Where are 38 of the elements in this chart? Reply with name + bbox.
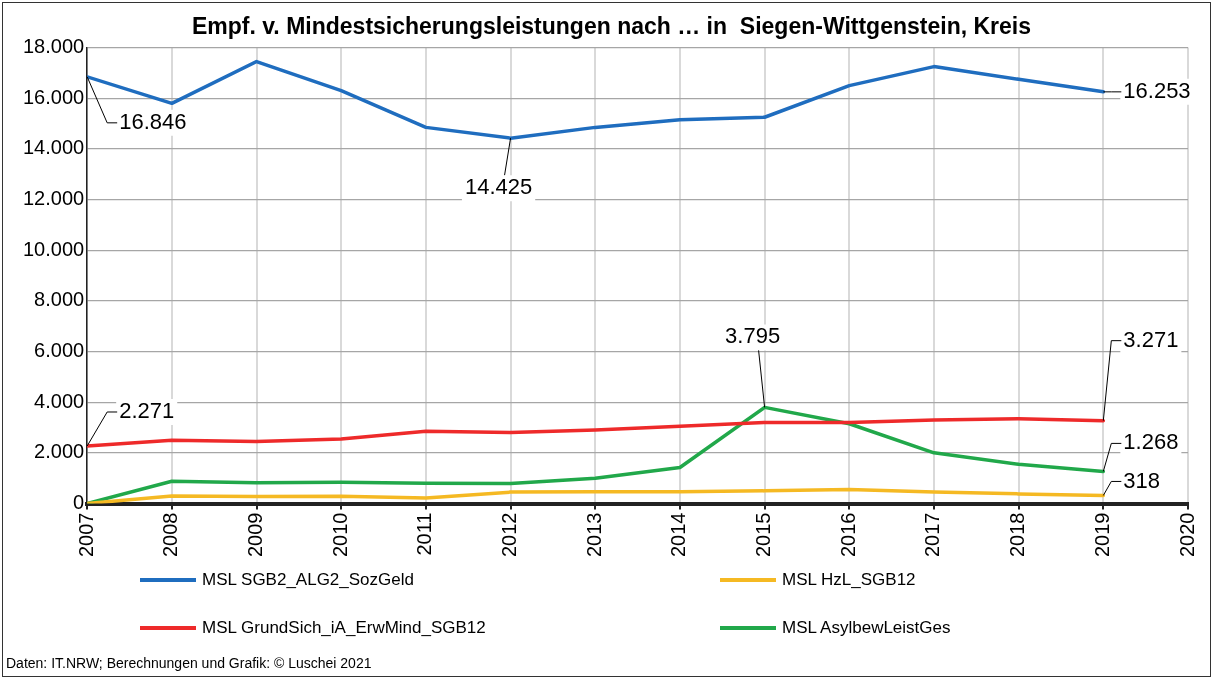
x-tick-label: 2013 bbox=[582, 512, 605, 558]
x-tick-label: 2016 bbox=[836, 512, 859, 558]
y-tick-label: 2.000 bbox=[34, 440, 85, 463]
y-tick-label: 16.000 bbox=[23, 85, 85, 108]
data-label: 3.271 bbox=[1123, 326, 1179, 352]
legend-label: MSL GrundSich_iA_ErwMind_SGB12 bbox=[202, 618, 486, 638]
x-tick-label: 2015 bbox=[752, 512, 775, 558]
x-tick-label: 2012 bbox=[498, 512, 521, 558]
x-tick-label: 2020 bbox=[1175, 512, 1198, 558]
legend-label: MSL SGB2_ALG2_SozGeld bbox=[202, 570, 414, 590]
y-tick-label: 18.000 bbox=[23, 35, 85, 58]
text: Daten: IT.NRW; Berechnungen und Grafik: © Luschei 2021 bbox=[6, 655, 372, 671]
data-label: 318 bbox=[1123, 467, 1161, 493]
x-tick-label: 2011 bbox=[413, 512, 436, 556]
y-tick-label: 14.000 bbox=[23, 136, 85, 159]
data-label: 3.795 bbox=[725, 323, 781, 349]
y-tick-label: 0 bbox=[73, 491, 85, 514]
y-tick-label: 4.000 bbox=[34, 389, 85, 412]
x-tick-label: 2008 bbox=[159, 512, 182, 558]
data-label: 2.271 bbox=[119, 398, 175, 424]
y-tick-label: 6.000 bbox=[34, 339, 85, 362]
x-tick-label: 2019 bbox=[1090, 512, 1113, 558]
y-tick-label: 10.000 bbox=[23, 237, 85, 260]
x-tick-label: 2014 bbox=[667, 512, 690, 558]
legend-label: MSL HzL_SGB12 bbox=[782, 570, 916, 590]
legend-label: MSL AsylbewLeistGes bbox=[782, 618, 951, 638]
data-label: 1.268 bbox=[1123, 429, 1179, 455]
chart-title: Empf. v. Mindestsicherungsleistungen nach … in Siegen-Wittgenstein, Kreis bbox=[192, 13, 1031, 40]
y-tick-label: 12.000 bbox=[23, 187, 85, 210]
data-label: 14.425 bbox=[464, 174, 533, 200]
x-tick-label: 2010 bbox=[328, 512, 351, 558]
x-tick-label: 2009 bbox=[244, 512, 267, 558]
x-tick-label: 2018 bbox=[1006, 512, 1029, 558]
x-tick-label: 2017 bbox=[921, 512, 944, 558]
y-tick-label: 8.000 bbox=[34, 288, 85, 311]
data-label: 16.253 bbox=[1123, 77, 1191, 103]
data-label: 16.846 bbox=[119, 108, 187, 134]
x-tick-label: 2007 bbox=[74, 512, 97, 558]
